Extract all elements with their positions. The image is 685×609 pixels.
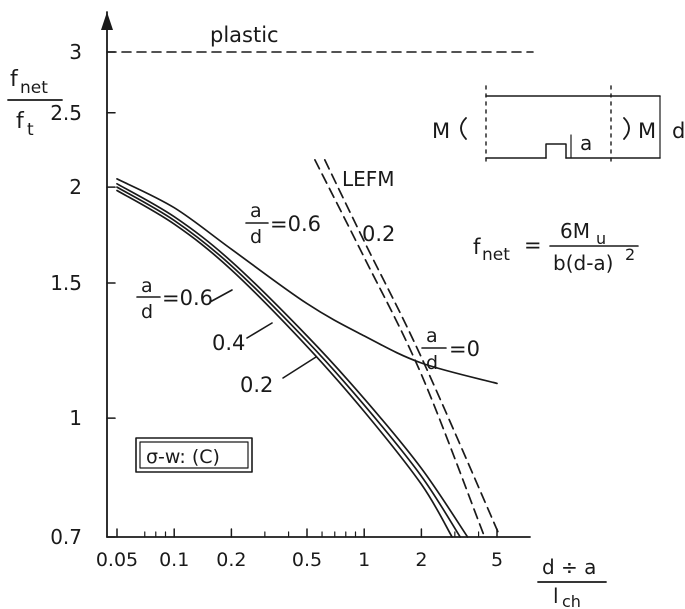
left-moment-arrow <box>460 117 467 140</box>
label-l06-eq: =0.6 <box>270 212 321 236</box>
y-label-den: f <box>16 109 25 134</box>
inset-depth-label: d <box>672 119 685 143</box>
inset-notch-label: a <box>580 131 592 155</box>
y-axis-arrow <box>101 12 113 30</box>
x-tick-label-3: 0.5 <box>292 549 322 571</box>
label-lefm-0-2: 0.2 <box>362 222 395 246</box>
x-label-num: d ÷ a <box>542 555 596 579</box>
y-tick-label-5: 3 <box>69 40 82 64</box>
label-c06-num: a <box>141 275 153 297</box>
curve-l02 <box>314 159 486 538</box>
label-cohesive-0-6: a d =0.6 <box>136 275 233 323</box>
formula-den-sup: 2 <box>625 245 635 264</box>
curve-c02 <box>116 189 453 538</box>
model-box-text: σ-w: (C) <box>146 446 220 468</box>
right-moment-arrow <box>623 117 630 140</box>
model-box-inner <box>139 441 249 469</box>
leader-c02 <box>282 356 317 379</box>
label-c06-den: d <box>141 301 153 323</box>
label-cohesive-0-4: 0.4 <box>212 322 273 355</box>
curves <box>116 159 502 538</box>
x-tick-label-5: 2 <box>415 549 427 571</box>
inset-left-moment: M <box>432 119 450 143</box>
label-c06-eq: =0.6 <box>162 286 213 310</box>
label-l06-num: a <box>250 200 262 222</box>
label-l06-den: d <box>250 226 262 248</box>
y-axis-label: f net f t <box>7 67 63 140</box>
y-tick-label-3: 2 <box>69 175 82 199</box>
curve-a0 <box>116 178 498 385</box>
formula-num: 6M <box>560 219 590 243</box>
formula-den: b(d-a) <box>553 251 613 275</box>
label-a0-num: a <box>426 325 438 347</box>
label-cohesive-0-2: 0.2 <box>240 356 317 397</box>
formula-eq: = <box>524 233 542 257</box>
model-box: σ-w: (C) <box>135 437 253 473</box>
model-box-outer <box>135 437 253 473</box>
y-label-num-sub: net <box>20 78 48 98</box>
curve-c04 <box>116 186 462 538</box>
x-label-den-sub: ch <box>562 592 581 609</box>
x-tick-label-4: 1 <box>358 549 370 571</box>
y-label-den-sub: t <box>27 120 34 140</box>
x-tick-label-2: 0.2 <box>216 549 246 571</box>
y-tick-label-2: 1.5 <box>50 271 82 295</box>
curve-c06 <box>116 182 469 538</box>
formula: f net = 6M u b(d-a) 2 <box>473 219 639 275</box>
ticks: 0.05 0.1 0.2 0.5 1 2 5 0.7 1 1.5 2 2.5 3 <box>50 40 503 571</box>
curve-l06 <box>323 159 502 538</box>
label-lefm: LEFM <box>342 167 395 191</box>
x-label-den: l <box>553 584 559 608</box>
label-a-d-0: a d =0 <box>421 325 480 374</box>
plastic-label: plastic <box>210 23 279 47</box>
beam-notch <box>545 143 567 159</box>
y-tick-label-0: 0.7 <box>50 525 82 549</box>
label-c02-text: 0.2 <box>240 373 273 397</box>
y-tick-label-1: 1 <box>69 406 82 430</box>
x-tick-label-6: 5 <box>491 549 503 571</box>
leader-c06 <box>209 289 233 303</box>
label-a0-eq: =0 <box>449 337 480 361</box>
formula-num-sub: u <box>596 229 606 248</box>
leader-c04 <box>246 322 273 339</box>
label-lefm-0-6: a d =0.6 <box>245 200 321 248</box>
inset-beam: M a M d <box>432 85 685 167</box>
label-a0-den: d <box>426 352 438 374</box>
formula-lhs-sub: net <box>482 245 510 265</box>
y-label-num: f <box>10 67 19 92</box>
label-c04-text: 0.4 <box>212 331 245 355</box>
x-axis-label: d ÷ a l ch <box>537 555 607 609</box>
y-tick-label-4: 2.5 <box>50 101 82 125</box>
inset-right-moment: M <box>638 119 656 143</box>
formula-lhs: f <box>473 235 481 259</box>
x-tick-label-1: 0.1 <box>159 549 189 571</box>
x-tick-label-0: 0.05 <box>96 549 138 571</box>
